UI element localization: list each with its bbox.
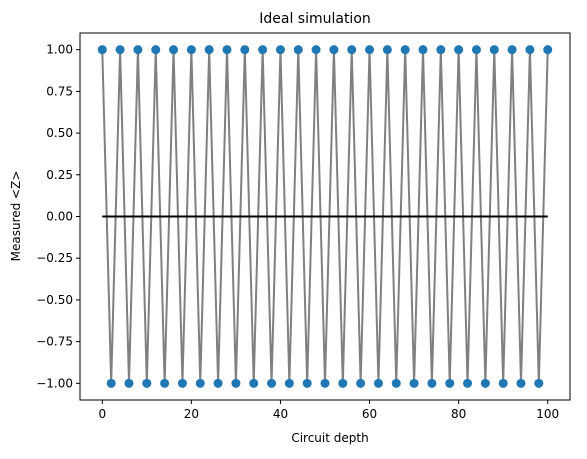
data-point xyxy=(284,378,294,388)
data-point xyxy=(133,45,143,55)
y-tick-label: −0.50 xyxy=(36,293,73,307)
data-point xyxy=(427,378,437,388)
data-point xyxy=(356,378,366,388)
x-tick-label: 20 xyxy=(184,407,199,421)
data-point xyxy=(106,378,116,388)
data-point xyxy=(365,45,375,55)
x-axis-label: Circuit depth xyxy=(291,431,368,445)
y-axis-label: Measured <Z> xyxy=(9,171,23,262)
data-point xyxy=(471,45,481,55)
plot-area: 0 20 40 60 80 100 1.00 0.75 0.50 0.25 0.00 −0.25 −0.… xyxy=(36,32,571,421)
data-point xyxy=(267,378,277,388)
chart-title: Ideal simulation xyxy=(259,11,371,27)
x-tick-label: 100 xyxy=(536,407,559,421)
data-point xyxy=(329,45,339,55)
data-point xyxy=(436,45,446,55)
data-point xyxy=(97,45,107,55)
data-point xyxy=(275,45,285,55)
data-point xyxy=(454,45,464,55)
data-point xyxy=(525,45,535,55)
data-point xyxy=(177,378,187,388)
y-tick-label: 0.75 xyxy=(46,84,73,98)
data-point xyxy=(169,45,179,55)
data-point xyxy=(249,378,259,388)
y-tick-label: 0.25 xyxy=(46,168,73,182)
data-point xyxy=(463,378,473,388)
data-point xyxy=(311,45,321,55)
y-tick-label: 0.00 xyxy=(46,210,73,224)
data-point xyxy=(400,45,410,55)
y-tick-label: −1.00 xyxy=(36,376,73,390)
data-point xyxy=(240,45,250,55)
data-point xyxy=(320,378,330,388)
y-tick-label: −0.25 xyxy=(36,251,73,265)
x-tick-label: 80 xyxy=(451,407,466,421)
data-point xyxy=(418,45,428,55)
data-point xyxy=(204,45,214,55)
data-point xyxy=(231,378,241,388)
data-point xyxy=(222,45,232,55)
data-point xyxy=(186,45,196,55)
data-point xyxy=(543,45,553,55)
data-point xyxy=(498,378,508,388)
data-point xyxy=(302,378,312,388)
x-tick-label: 40 xyxy=(273,407,288,421)
data-point xyxy=(480,378,490,388)
data-point xyxy=(373,378,383,388)
data-point xyxy=(258,45,268,55)
data-point xyxy=(151,45,161,55)
data-point xyxy=(195,378,205,388)
data-point xyxy=(445,378,455,388)
data-point xyxy=(382,45,392,55)
data-point xyxy=(293,45,303,55)
x-tick-label: 60 xyxy=(362,407,377,421)
data-point xyxy=(507,45,517,55)
y-tick-label: 0.50 xyxy=(46,126,73,140)
data-point xyxy=(142,378,152,388)
data-point xyxy=(115,45,125,55)
data-point xyxy=(338,378,348,388)
data-point xyxy=(347,45,357,55)
data-point xyxy=(213,378,223,388)
data-point xyxy=(516,378,526,388)
data-point xyxy=(534,378,544,388)
data-point xyxy=(124,378,134,388)
x-tick-label: 0 xyxy=(98,407,106,421)
y-tick-label: −0.75 xyxy=(36,335,73,349)
y-tick-label: 1.00 xyxy=(46,43,73,57)
data-point xyxy=(160,378,170,388)
data-point xyxy=(391,378,401,388)
data-point xyxy=(489,45,499,55)
data-point xyxy=(409,378,419,388)
